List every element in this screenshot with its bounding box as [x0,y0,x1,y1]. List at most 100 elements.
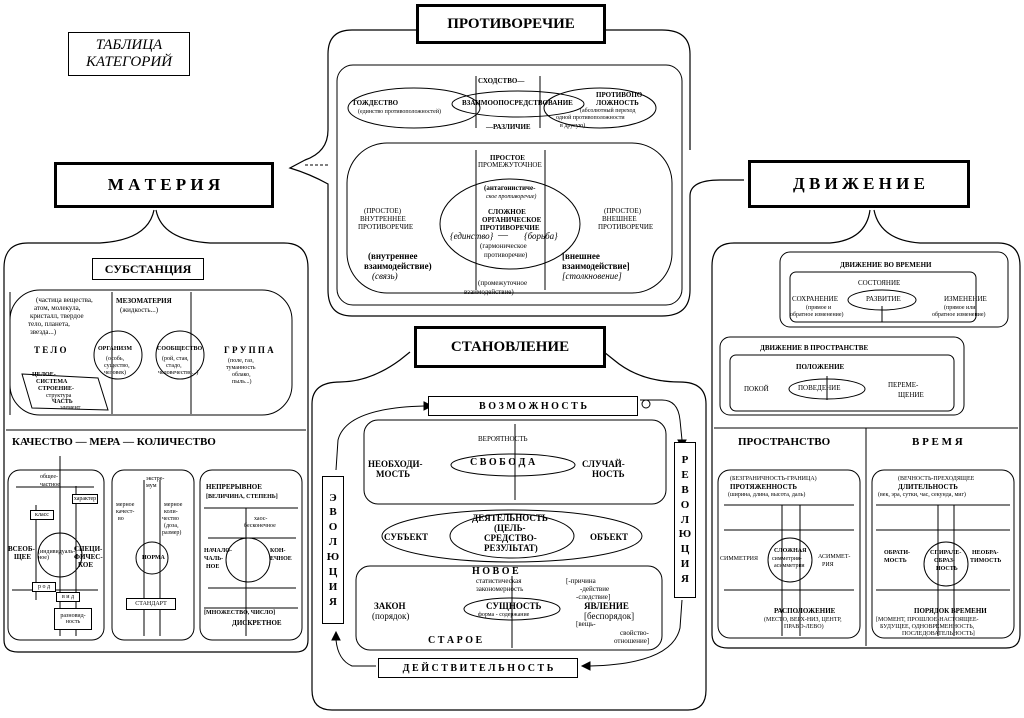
label-extension: ПРОТЯЖЕННОСТЬ [730,483,797,491]
label-duration: ДЛИТЕЛЬНОСТЬ [898,483,958,491]
evolution-letter: В [329,506,337,519]
label-measure-n-3: чество [162,516,179,522]
label-measure-n-1: мерное [164,502,183,508]
label-chance-2: НОСТЬ [592,469,625,479]
revolution-letter: В [681,483,689,496]
label-essence: СУЩНОСТЬ [486,601,542,611]
label-harmonic-2: противоречие) [484,251,528,259]
label-measure-n-2: коли- [164,509,178,515]
label-new: Н О В О Е [472,566,519,577]
label-chance-1: СЛУЧАЙ- [582,459,625,469]
label-property-1: свойство- [620,629,649,637]
label-thing: [вещь- [576,620,596,628]
label-plurality: [МНОЖЕСТВО, ЧИСЛО] [204,610,276,616]
note-identity: (единство противоположностей) [358,109,442,115]
title-box: ТАБЛИЦА КАТЕГОРИЙ [68,32,190,76]
note-change-1: (прямое или [944,305,976,311]
label-inner-simple-2: ВНУТРЕННЕЕ [360,215,406,223]
label-behavior: ПОВЕДЕНИЕ [798,384,841,392]
label-harmonic-1: (гармоническое [480,242,527,250]
evolution-letter: О [328,521,338,534]
header-contradiction: ПРОТИВОРЕЧИЕ [416,4,606,44]
label-complex-3: ПРОТИВОРЕЧИЕ [480,224,540,232]
note-opposite-3: в другую) [560,123,586,129]
title-line-1: ТАБЛИЦА [95,37,163,53]
evolution-letter: Л [328,536,338,549]
label-subject: СУБЪЕКТ [384,532,429,542]
particles-line-5: звезда...) [30,328,57,336]
label-continuous: НЕПРЕРЫВНОЕ [206,483,262,491]
label-cause-2: -действие [580,585,610,593]
label-outer-simple-1: (ПРОСТОЕ) [604,207,642,215]
label-time: В Р Е М Я [912,436,963,448]
label-activity-2: (ЦЕЛЬ- [494,523,526,533]
label-space: ПРОСТРАНСТВО [738,436,831,448]
note-group-4: пыль...) [232,379,252,385]
label-structure-2: структура [46,393,72,399]
label-outer-inter-1: [внешнее [562,251,600,261]
note-arrangement-1: (МЕСТО, ВЕРХ-НИЗ, ЦЕНТР, [764,617,842,623]
label-special-3: КОЕ [78,561,94,569]
evolution-letter: Э [329,491,337,504]
label-time-order: ПОРЯДОК ВРЕМЕНИ [914,607,987,615]
label-old: С Т А Р О Е [428,635,483,646]
note-extension: (ширина, длина, высота, даль) [728,492,806,498]
note-antagonistic: ское противоречие) [486,194,537,200]
label-measure-n-4: (доза, [164,523,179,529]
revolution-letter: Е [681,469,689,482]
label-opposite-1: ПРОТИВОПО- [596,91,645,99]
label-complex-2: ОРГАНИЧЕСКОЕ [482,216,542,224]
note-organism-1: (особь, [106,356,125,362]
label-motion-in-time: ДВИЖЕНИЕ ВО ВРЕМЕНИ [840,261,932,269]
label-activity-4: РЕЗУЛЬТАТ) [484,543,538,553]
label-inter-2: взаимодействие) [464,288,514,296]
label-extremum-2: мум [146,483,157,489]
label-cause-1: [-причина [566,577,596,585]
label-inner-inter-1: (внутреннее [368,251,418,261]
label-necessity-2: МОСТЬ [376,469,411,479]
label-beginning-1: НАЧАЛО- [204,548,232,554]
note-organism-3: человек) [104,370,127,376]
note-opposite-1: (абсолютный переход [580,108,636,114]
label-probability: ВЕРОЯТНОСТЬ [478,435,528,443]
label-outer-inter-3: [столкновение] [562,271,622,281]
label-displacement-1: ПЕРЕМЕ- [888,381,919,389]
label-norm: НОРМА [142,555,165,561]
particles-line-4: тело, планета, [28,320,70,328]
label-special-1: СПЕЦИ- [74,545,103,553]
label-general: общее- [40,474,58,480]
note-group-2: туманность [226,365,256,371]
label-arrangement: РАСПОЛОЖЕНИЕ [774,607,836,615]
label-similarity: СХОДСТВО— [478,77,525,85]
label-phenomenon: ЯВЛЕНИЕ [584,601,629,611]
particles-line-3: кристалл, твердое [30,312,84,320]
label-activity-3: СРЕДСТВО- [484,533,537,543]
label-law-2: (порядок) [372,611,410,621]
variety-line-1: разновид- [60,613,86,619]
label-end-2: ЕЧНОЕ [270,556,292,562]
class-box: класс [30,510,54,520]
evolution-letter: Ц [328,565,338,578]
label-element: элемент [60,405,81,411]
label-measure-q-3: во [118,516,124,522]
note-group-1: (поле, газ, [228,358,254,364]
header-matter: М А Т Е Р И Я [54,162,274,208]
evolution-letter: Я [329,595,337,608]
label-irreversible-1: НЕОБРА- [972,550,999,556]
note-mesomatter: (жидкость...) [120,306,159,314]
label-inner-inter-2: взаимодействие) [364,261,432,271]
revolution-letter: Я [681,572,689,585]
label-beginning-2: ЧАЛЬ- [204,556,224,562]
label-extremum-1: экстре- [146,476,165,482]
label-end-1: КОН- [270,548,286,554]
label-group: Г Р У П П А [224,345,274,355]
label-freedom: С В О Б О Д А [470,457,536,468]
label-property-2: отношение] [614,637,650,645]
label-discrete: ДИСКРЕТНОЕ [232,619,282,627]
label-magnitude: [ВЕЛИЧИНА, СТЕПЕНЬ] [206,494,278,500]
label-opposite-2: ЛОЖНОСТЬ [596,99,639,107]
label-outer-simple-3: ПРОТИВОРЕЧИЕ [598,223,654,231]
label-complex-sym-1: СЛОЖНАЯ [774,548,807,554]
